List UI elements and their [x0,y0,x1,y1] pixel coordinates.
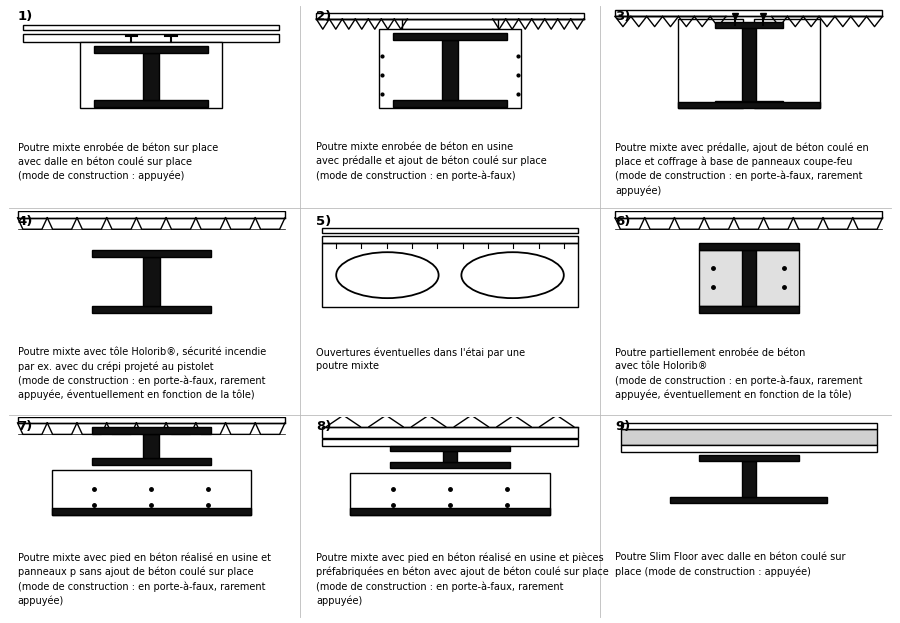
Bar [143,257,160,306]
Text: Poutre mixte avec prédalle, ajout de béton coulé en
place et coffrage à base de : Poutre mixte avec prédalle, ajout de bét… [615,142,868,196]
Text: 5): 5) [316,215,331,228]
Text: Poutre mixte avec pied en béton réalisé en usine et
panneaux p sans ajout de bét: Poutre mixte avec pied en béton réalisé … [17,553,271,606]
Text: 2): 2) [316,10,331,23]
Text: Poutre mixte avec tôle Holorib®, sécurité incendie
par ex. avec du crépi projeté: Poutre mixte avec tôle Holorib®, sécurit… [17,347,266,400]
Bar [143,434,159,458]
Bar [80,42,222,108]
Text: Poutre mixte enrobée de béton sur place
avec dalle en béton coulé sur place
(mod: Poutre mixte enrobée de béton sur place … [17,142,218,181]
Bar [143,53,159,100]
Text: 3): 3) [615,10,630,23]
Bar [615,10,883,16]
Bar [443,451,457,462]
Bar [615,211,883,218]
Bar [742,461,756,497]
Bar [92,250,211,257]
Text: 4): 4) [17,215,33,228]
Text: 6): 6) [615,215,630,228]
Bar [92,306,211,313]
Bar [350,508,550,515]
Bar [670,497,827,503]
Bar [393,100,507,107]
Text: Poutre mixte enrobée de béton en usine
avec prédalle et ajout de béton coulé sur: Poutre mixte enrobée de béton en usine a… [316,142,547,181]
Bar [92,458,211,465]
Bar [715,22,783,28]
Bar [621,445,877,452]
Bar [94,100,208,107]
Text: 7): 7) [17,421,32,434]
Bar [51,508,251,515]
Bar [678,19,743,108]
Bar [715,101,783,107]
Bar [379,29,521,108]
Bar [51,470,251,515]
Bar [23,25,279,31]
Bar [699,307,798,313]
Bar [754,19,820,108]
Bar [350,473,550,515]
Text: 9): 9) [615,421,630,434]
Text: Poutre Slim Floor avec dalle en béton coulé sur
place (mode de construction : ap: Poutre Slim Floor avec dalle en béton co… [615,553,845,577]
Bar [699,243,798,250]
Bar [23,34,279,42]
Text: Poutre mixte avec pied en béton réalisé en usine et pièces
préfabriquées en béto: Poutre mixte avec pied en béton réalisé … [316,553,609,606]
Bar [442,40,458,100]
Bar [322,427,578,438]
Bar [17,211,285,218]
Bar [393,33,507,40]
Bar [322,235,578,243]
Bar [316,12,584,19]
Bar [322,243,578,307]
Text: 1): 1) [17,10,32,23]
Bar [391,446,509,451]
Bar [742,250,756,307]
Bar [621,429,877,445]
Bar [401,19,499,29]
Bar [678,102,820,108]
Bar [322,439,578,446]
Bar [699,250,798,307]
Bar [699,455,798,461]
Text: Poutre partiellement enrobée de béton
avec tôle Holorib®
(mode de construction :: Poutre partiellement enrobée de béton av… [615,347,862,400]
Bar [92,427,211,434]
Text: Ouvertures éventuelles dans l'étai par une
poutre mixte: Ouvertures éventuelles dans l'étai par u… [316,347,526,371]
Bar [742,28,756,101]
Bar [322,228,578,233]
Bar [94,45,208,53]
Bar [17,417,285,423]
Bar [391,462,509,467]
Text: 8): 8) [316,421,332,434]
Bar [621,423,877,429]
